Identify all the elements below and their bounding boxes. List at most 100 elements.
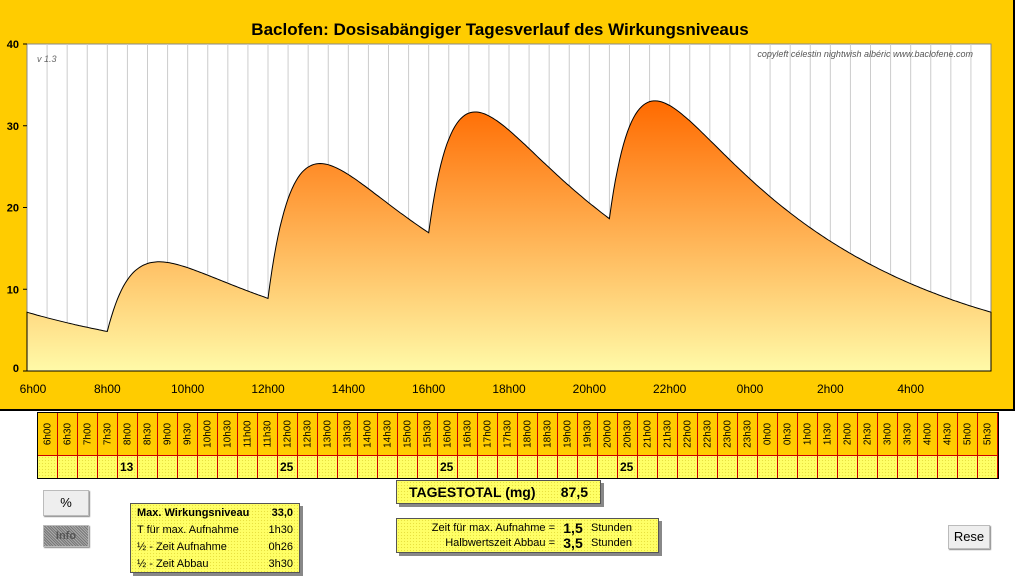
- dose-cell[interactable]: [318, 455, 338, 478]
- time-header: 3h30: [898, 413, 918, 455]
- x-tick-label: 22h00: [653, 382, 687, 396]
- time-label: 9h30: [182, 422, 193, 446]
- dose-cell[interactable]: [98, 455, 118, 478]
- time-header: 13h30: [338, 413, 358, 455]
- param-value[interactable]: 1,5: [563, 519, 583, 536]
- time-header: 23h30: [738, 413, 758, 455]
- time-label: 14h30: [382, 420, 393, 448]
- dose-cell[interactable]: [338, 455, 358, 478]
- dose-cell[interactable]: [918, 455, 938, 478]
- dose-cell[interactable]: [418, 455, 438, 478]
- dose-cell[interactable]: [78, 455, 98, 478]
- dose-cell[interactable]: 25: [618, 455, 638, 478]
- dose-cell[interactable]: [818, 455, 838, 478]
- time-header: 11h30: [258, 413, 278, 455]
- stat-label: T für max. Aufnahme: [137, 523, 239, 536]
- dose-cell[interactable]: [258, 455, 278, 478]
- time-header: 15h00: [398, 413, 418, 455]
- dose-cell[interactable]: [38, 455, 58, 478]
- x-tick-label: 4h00: [897, 382, 924, 396]
- time-header: 21h00: [638, 413, 658, 455]
- dose-cell[interactable]: [198, 455, 218, 478]
- dose-cell[interactable]: [398, 455, 418, 478]
- x-tick-label: 20h00: [573, 382, 607, 396]
- dose-cell[interactable]: [858, 455, 878, 478]
- time-header: 0h30: [778, 413, 798, 455]
- time-header: 18h00: [518, 413, 538, 455]
- time-label: 6h00: [42, 422, 53, 446]
- time-label: 10h00: [202, 420, 213, 448]
- dose-cell[interactable]: [598, 455, 618, 478]
- time-header: 7h30: [98, 413, 118, 455]
- time-label: 5h30: [982, 422, 993, 446]
- dose-cell[interactable]: [538, 455, 558, 478]
- time-header: 6h00: [38, 413, 58, 455]
- time-label: 12h00: [282, 420, 293, 448]
- info-button[interactable]: Info: [43, 525, 89, 547]
- param-row: Zeit für max. Aufnahme = 1,5 Stunden: [397, 519, 658, 536]
- dose-cell[interactable]: [218, 455, 238, 478]
- x-tick-label: 10h00: [171, 382, 205, 396]
- time-header: 6h30: [58, 413, 78, 455]
- param-row: Halbwertszeit Abbau = 3,5 Stunden: [397, 534, 658, 551]
- dose-cell[interactable]: [478, 455, 498, 478]
- dose-cell[interactable]: [298, 455, 318, 478]
- dose-cell[interactable]: [898, 455, 918, 478]
- time-label: 5h00: [962, 422, 973, 446]
- dose-cell[interactable]: [738, 455, 758, 478]
- dose-cell[interactable]: [138, 455, 158, 478]
- dose-cell[interactable]: [718, 455, 738, 478]
- time-label: 10h30: [222, 420, 233, 448]
- time-label: 16h30: [462, 420, 473, 448]
- dose-cell[interactable]: 13: [118, 455, 138, 478]
- dose-cell[interactable]: [378, 455, 398, 478]
- time-header: 12h30: [298, 413, 318, 455]
- param-unit: Stunden: [591, 536, 632, 549]
- reset-button[interactable]: Rese: [948, 525, 990, 549]
- dose-cell[interactable]: [798, 455, 818, 478]
- dose-cell[interactable]: [158, 455, 178, 478]
- dose-cell[interactable]: [698, 455, 718, 478]
- time-header: 19h30: [578, 413, 598, 455]
- time-header: 2h00: [838, 413, 858, 455]
- time-label: 17h00: [482, 420, 493, 448]
- percent-button[interactable]: %: [43, 490, 89, 516]
- param-label: Halbwertszeit Abbau =: [445, 536, 555, 549]
- dose-cell[interactable]: [878, 455, 898, 478]
- dose-cell[interactable]: [638, 455, 658, 478]
- x-tick-label: 18h00: [492, 382, 526, 396]
- dose-cell[interactable]: [458, 455, 478, 478]
- dose-cell[interactable]: [58, 455, 78, 478]
- time-header: 4h00: [918, 413, 938, 455]
- stat-value: 1h30: [268, 523, 293, 536]
- param-value[interactable]: 3,5: [563, 534, 583, 551]
- x-tick-label: 12h00: [251, 382, 285, 396]
- dose-cell[interactable]: [678, 455, 698, 478]
- time-label: 20h00: [602, 420, 613, 448]
- time-label: 18h30: [542, 420, 553, 448]
- dose-cell[interactable]: [518, 455, 538, 478]
- dose-cell[interactable]: [558, 455, 578, 478]
- dose-cell[interactable]: [978, 455, 998, 478]
- time-header: 16h30: [458, 413, 478, 455]
- dose-cell[interactable]: [958, 455, 978, 478]
- dose-cell[interactable]: [578, 455, 598, 478]
- time-label: 18h00: [522, 420, 533, 448]
- time-label: 9h00: [162, 422, 173, 446]
- dose-cell[interactable]: [838, 455, 858, 478]
- param-unit: Stunden: [591, 521, 632, 534]
- dose-cell[interactable]: [758, 455, 778, 478]
- dose-cell[interactable]: 25: [278, 455, 298, 478]
- dose-cell[interactable]: [658, 455, 678, 478]
- y-tick-label: 20: [7, 203, 19, 215]
- dose-cell[interactable]: [778, 455, 798, 478]
- time-label: 11h30: [262, 420, 273, 448]
- dose-cell[interactable]: [178, 455, 198, 478]
- dose-cell[interactable]: [238, 455, 258, 478]
- dose-cell[interactable]: [358, 455, 378, 478]
- dose-cell[interactable]: [498, 455, 518, 478]
- x-tick-label: 2h00: [817, 382, 844, 396]
- dose-cell[interactable]: [938, 455, 958, 478]
- dose-cell[interactable]: 25: [438, 455, 458, 478]
- time-label: 15h00: [402, 420, 413, 448]
